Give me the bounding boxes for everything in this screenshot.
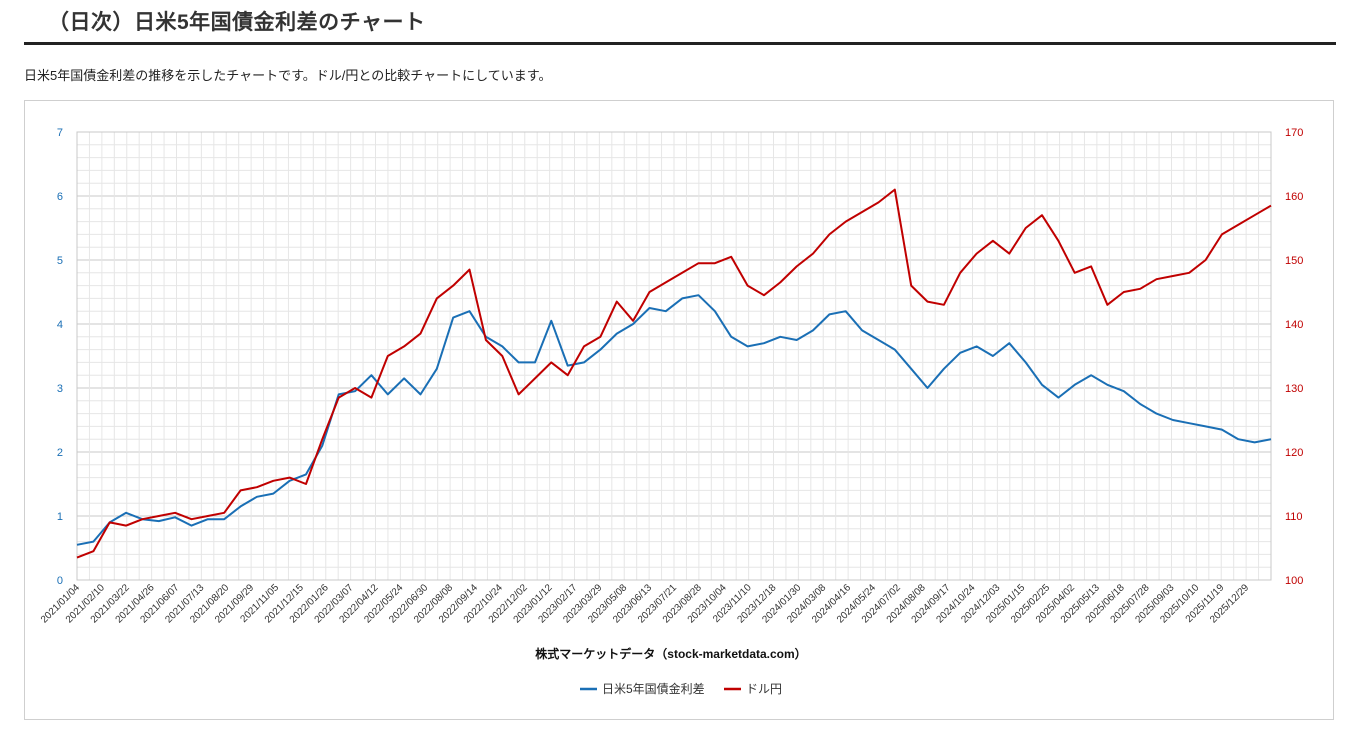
right-axis-tick-label: 170 [1285,127,1303,139]
chart-description: 日米5年国債金利差の推移を示したチャートです。ドル/円との比較チャートにしていま… [24,68,552,83]
right-axis-tick-label: 140 [1285,319,1303,331]
chart-series [76,188,1272,559]
left-axis-tick-label: 4 [57,319,63,331]
left-axis-tick-label: 1 [57,511,63,523]
left-axis-tick-label: 2 [57,447,63,459]
series-line-usdjpy [76,188,1272,559]
legend-label-usdjpy: ドル円 [746,682,782,696]
right-axis-ticks: 100 110 120 130 140 150 160 170 [1285,127,1303,587]
plot-area-border [76,131,1272,581]
left-axis-tick-label: 3 [57,383,63,395]
right-axis-tick-label: 110 [1285,511,1303,523]
chart-container: 0 1 2 3 4 5 6 7 100 110 120 130 140 150 160 170 2021/0… [24,100,1334,720]
left-axis-tick-label: 5 [57,255,63,267]
right-axis-tick-label: 150 [1285,255,1303,267]
right-axis-tick-label: 130 [1285,383,1303,395]
x-axis-label: 株式マーケットデータ（stock-marketdata.com） [535,646,806,661]
right-axis-tick-label: 100 [1285,575,1303,587]
page-title: （日次）日米5年国債金利差のチャート [48,11,426,34]
x-axis-ticks: 2021/01/042021/02/102021/03/222021/04/26… [39,582,1252,625]
legend-label-spread: 日米5年国債金利差 [602,681,705,696]
series-line-spread [76,294,1272,546]
left-axis-ticks: 0 1 2 3 4 5 6 7 [57,127,63,587]
right-axis-tick-label: 120 [1285,447,1303,459]
left-axis-tick-label: 7 [57,127,63,139]
left-axis-tick-label: 0 [57,575,63,587]
title-divider [24,42,1336,45]
chart-legend[interactable]: 日米5年国債金利差 ドル円 [580,681,782,696]
left-axis-tick-label: 6 [57,191,63,203]
chart-gridlines [76,131,1272,581]
chart-svg: 0 1 2 3 4 5 6 7 100 110 120 130 140 150 160 170 2021/0… [39,127,1303,696]
right-axis-tick-label: 160 [1285,191,1303,203]
